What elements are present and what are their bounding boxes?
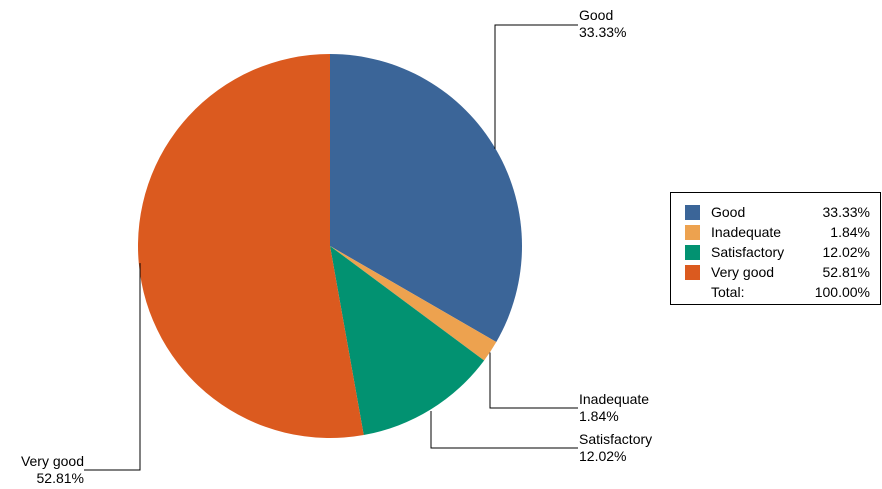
legend-row-good: Good 33.33%	[685, 202, 870, 222]
slice-label-good: Good	[579, 7, 613, 23]
slice-label-inadequate: Inadequate	[579, 391, 649, 407]
legend-value-good: 33.33%	[822, 204, 870, 220]
legend-swatch-good	[685, 205, 700, 220]
pie-slice-good	[330, 54, 522, 342]
legend-label-good: Good	[711, 204, 746, 220]
legend-value-very-good: 52.81%	[822, 264, 870, 280]
legend-total-value: 100.00%	[814, 284, 870, 300]
legend-row-satisfactory: Satisfactory 12.02%	[685, 242, 870, 262]
legend-value-inadequate: 1.84%	[830, 224, 870, 240]
leader-line-inadequate	[489, 352, 578, 409]
pie-slice-inadequate	[330, 246, 497, 361]
legend-label-inadequate: Inadequate	[711, 224, 782, 240]
pie-slices	[137, 54, 522, 438]
slice-label-very-good: Very good	[21, 453, 84, 469]
legend-total-label: Total:	[711, 284, 745, 300]
slice-value-satisfactory: 12.02%	[579, 448, 626, 464]
slice-label-satisfactory: Satisfactory	[579, 431, 652, 447]
legend-value-satisfactory: 12.02%	[822, 244, 870, 260]
leader-line-good	[494, 24, 578, 149]
legend-row-very-good: Very good 52.81%	[685, 262, 870, 282]
leader-lines	[84, 24, 578, 471]
slice-value-good: 33.33%	[579, 24, 626, 40]
leader-line-satisfactory	[430, 410, 578, 449]
pie-slice-very-good	[137, 54, 364, 438]
slice-value-very-good: 52.81%	[37, 470, 84, 486]
legend-label-very-good: Very good	[711, 264, 775, 280]
legend: Good 33.33% Inadequate 1.84% Satisfactor…	[670, 192, 881, 305]
legend-label-satisfactory: Satisfactory	[711, 244, 785, 260]
leader-line-very-good	[84, 263, 141, 471]
legend-row-total: Total: 100.00%	[685, 282, 870, 302]
legend-swatch-inadequate	[685, 225, 700, 240]
legend-row-inadequate: Inadequate 1.84%	[685, 222, 870, 242]
legend-swatch-satisfactory	[685, 245, 700, 260]
pie-slice-satisfactory	[330, 246, 485, 436]
slice-value-inadequate: 1.84%	[579, 408, 619, 424]
legend-swatch-very-good	[685, 265, 700, 280]
